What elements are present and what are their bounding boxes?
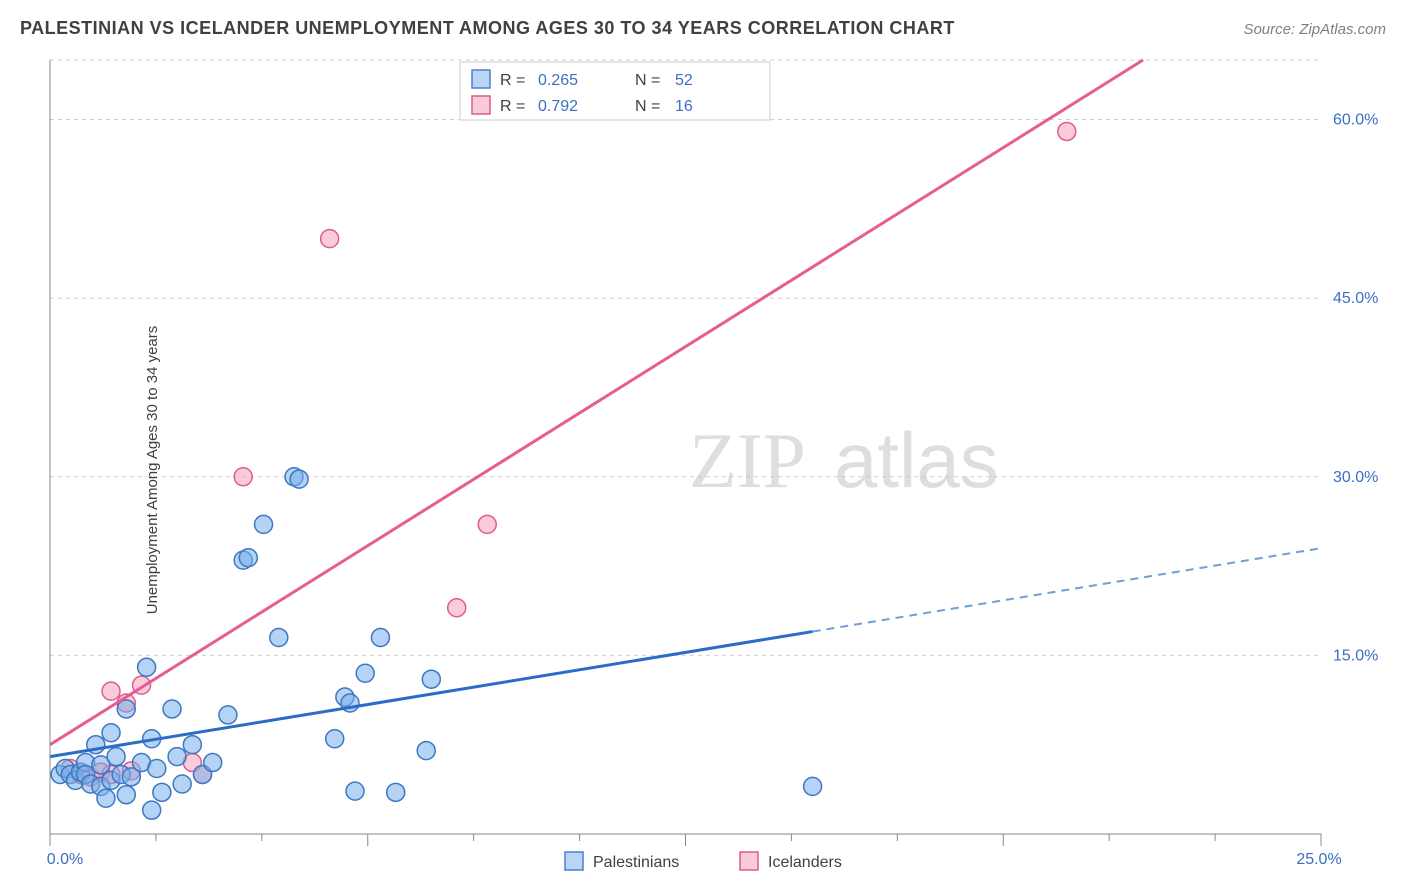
trend-line-palestinians: [50, 632, 813, 757]
legend-r-label: R =: [500, 98, 525, 115]
data-point: [107, 748, 125, 766]
data-point: [448, 599, 466, 617]
data-point: [204, 754, 222, 772]
scatter-plot: 15.0% 30.0% 45.0% 60.0% ZIP atlas 0.0% 25.0% R =…: [0, 48, 1406, 892]
data-point: [239, 549, 257, 567]
chart-area: Unemployment Among Ages 30 to 34 years 1…: [0, 48, 1406, 892]
legend-series-label: Palestinians: [593, 854, 679, 871]
data-point: [422, 670, 440, 688]
data-point: [321, 230, 339, 248]
legend-swatch-icelanders-icon: [740, 852, 758, 870]
trend-line-icelanders: [50, 60, 1143, 745]
data-point: [478, 515, 496, 533]
watermark: ZIP: [689, 417, 806, 504]
legend-n-value: 16: [675, 98, 693, 115]
x-tick-label: 0.0%: [47, 851, 83, 868]
y-tick-label: 45.0%: [1333, 290, 1378, 307]
data-point: [183, 736, 201, 754]
legend-n-value: 52: [675, 72, 693, 89]
data-point: [1058, 122, 1076, 140]
data-point: [270, 629, 288, 647]
legend-series-label: Icelanders: [768, 854, 842, 871]
data-point: [117, 786, 135, 804]
data-point: [290, 470, 308, 488]
legend-r-value: 0.792: [538, 98, 578, 115]
legend-r-label: R =: [500, 72, 525, 89]
data-point: [97, 789, 115, 807]
source-attribution: Source: ZipAtlas.com: [1243, 21, 1386, 38]
data-point: [173, 775, 191, 793]
y-axis-label: Unemployment Among Ages 30 to 34 years: [144, 326, 161, 615]
data-point: [117, 700, 135, 718]
data-point: [371, 629, 389, 647]
data-point: [153, 783, 171, 801]
data-point: [143, 801, 161, 819]
data-point: [255, 515, 273, 533]
data-point: [102, 724, 120, 742]
data-point: [148, 760, 166, 778]
data-point: [168, 748, 186, 766]
legend-swatch-palestinians-icon: [565, 852, 583, 870]
data-point: [326, 730, 344, 748]
chart-title: PALESTINIAN VS ICELANDER UNEMPLOYMENT AM…: [20, 18, 955, 39]
legend-r-value: 0.265: [538, 72, 578, 89]
x-tick-label: 25.0%: [1296, 851, 1341, 868]
data-point: [138, 658, 156, 676]
data-point: [417, 742, 435, 760]
data-point: [346, 782, 364, 800]
data-point: [804, 777, 822, 795]
legend-n-label: N =: [635, 72, 660, 89]
data-point: [356, 664, 374, 682]
y-tick-label: 30.0%: [1333, 469, 1378, 486]
data-point: [102, 682, 120, 700]
data-point: [219, 706, 237, 724]
data-point: [387, 783, 405, 801]
y-tick-label: 15.0%: [1333, 647, 1378, 664]
data-point: [234, 468, 252, 486]
y-tick-label: 60.0%: [1333, 112, 1378, 129]
data-point: [163, 700, 181, 718]
watermark: atlas: [834, 416, 999, 504]
trend-line-palestinians-extrapolated: [813, 548, 1321, 631]
legend-swatch-icelanders-icon: [472, 96, 490, 114]
legend-n-label: N =: [635, 98, 660, 115]
legend-swatch-palestinians-icon: [472, 70, 490, 88]
